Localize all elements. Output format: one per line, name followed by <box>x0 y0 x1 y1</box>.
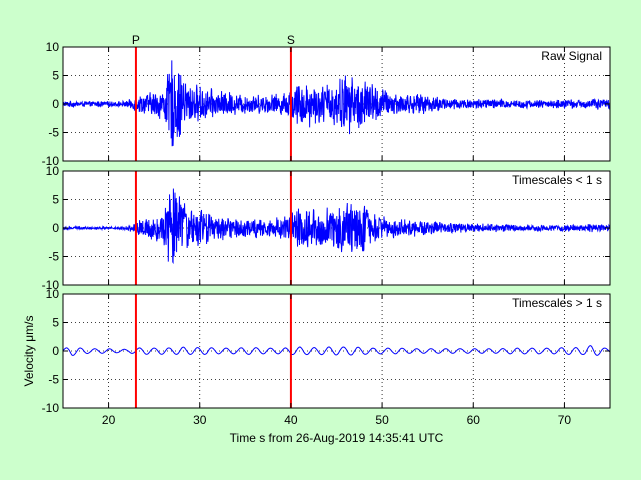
y-tick-label-3--5: -5 <box>48 373 59 387</box>
y-tick-label-1-0: 0 <box>52 97 59 111</box>
y-tick-label-1-10: 10 <box>46 40 60 54</box>
y-tick-label-3-10: 10 <box>46 287 60 301</box>
plot-area-3 <box>63 294 610 408</box>
x-tick-label-70: 70 <box>558 413 572 427</box>
x-tick-label-40: 40 <box>284 413 298 427</box>
x-axis-title: Time s from 26-Aug-2019 14:35:41 UTC <box>230 431 444 445</box>
signal-trace-1 <box>62 60 611 147</box>
y-tick-label-1--5: -5 <box>48 126 59 140</box>
phase-label-s: S <box>287 33 295 47</box>
y-tick-label-1--10: -10 <box>42 154 60 168</box>
y-tick-label-2-5: 5 <box>52 193 59 207</box>
y-tick-label-1-5: 5 <box>52 69 59 83</box>
y-tick-label-3-5: 5 <box>52 316 59 330</box>
panel-label-1: Raw Signal <box>541 49 602 63</box>
x-tick-label-50: 50 <box>375 413 389 427</box>
y-tick-label-2--10: -10 <box>42 278 60 292</box>
x-tick-label-60: 60 <box>467 413 481 427</box>
y-axis-title: Velocity μm/s <box>22 316 36 387</box>
x-tick-label-20: 20 <box>102 413 116 427</box>
phase-label-p: P <box>132 33 140 47</box>
panel-label-2: Timescales < 1 s <box>512 173 602 187</box>
y-tick-label-2-0: 0 <box>52 221 59 235</box>
y-tick-label-2--5: -5 <box>48 250 59 264</box>
y-tick-label-2-10: 10 <box>46 164 60 178</box>
x-tick-label-30: 30 <box>193 413 207 427</box>
y-tick-label-3-0: 0 <box>52 344 59 358</box>
signal-trace-2 <box>62 188 611 265</box>
signal-trace-3 <box>62 345 611 356</box>
panel-label-3: Timescales > 1 s <box>512 296 602 310</box>
y-tick-label-3--10: -10 <box>42 401 60 415</box>
